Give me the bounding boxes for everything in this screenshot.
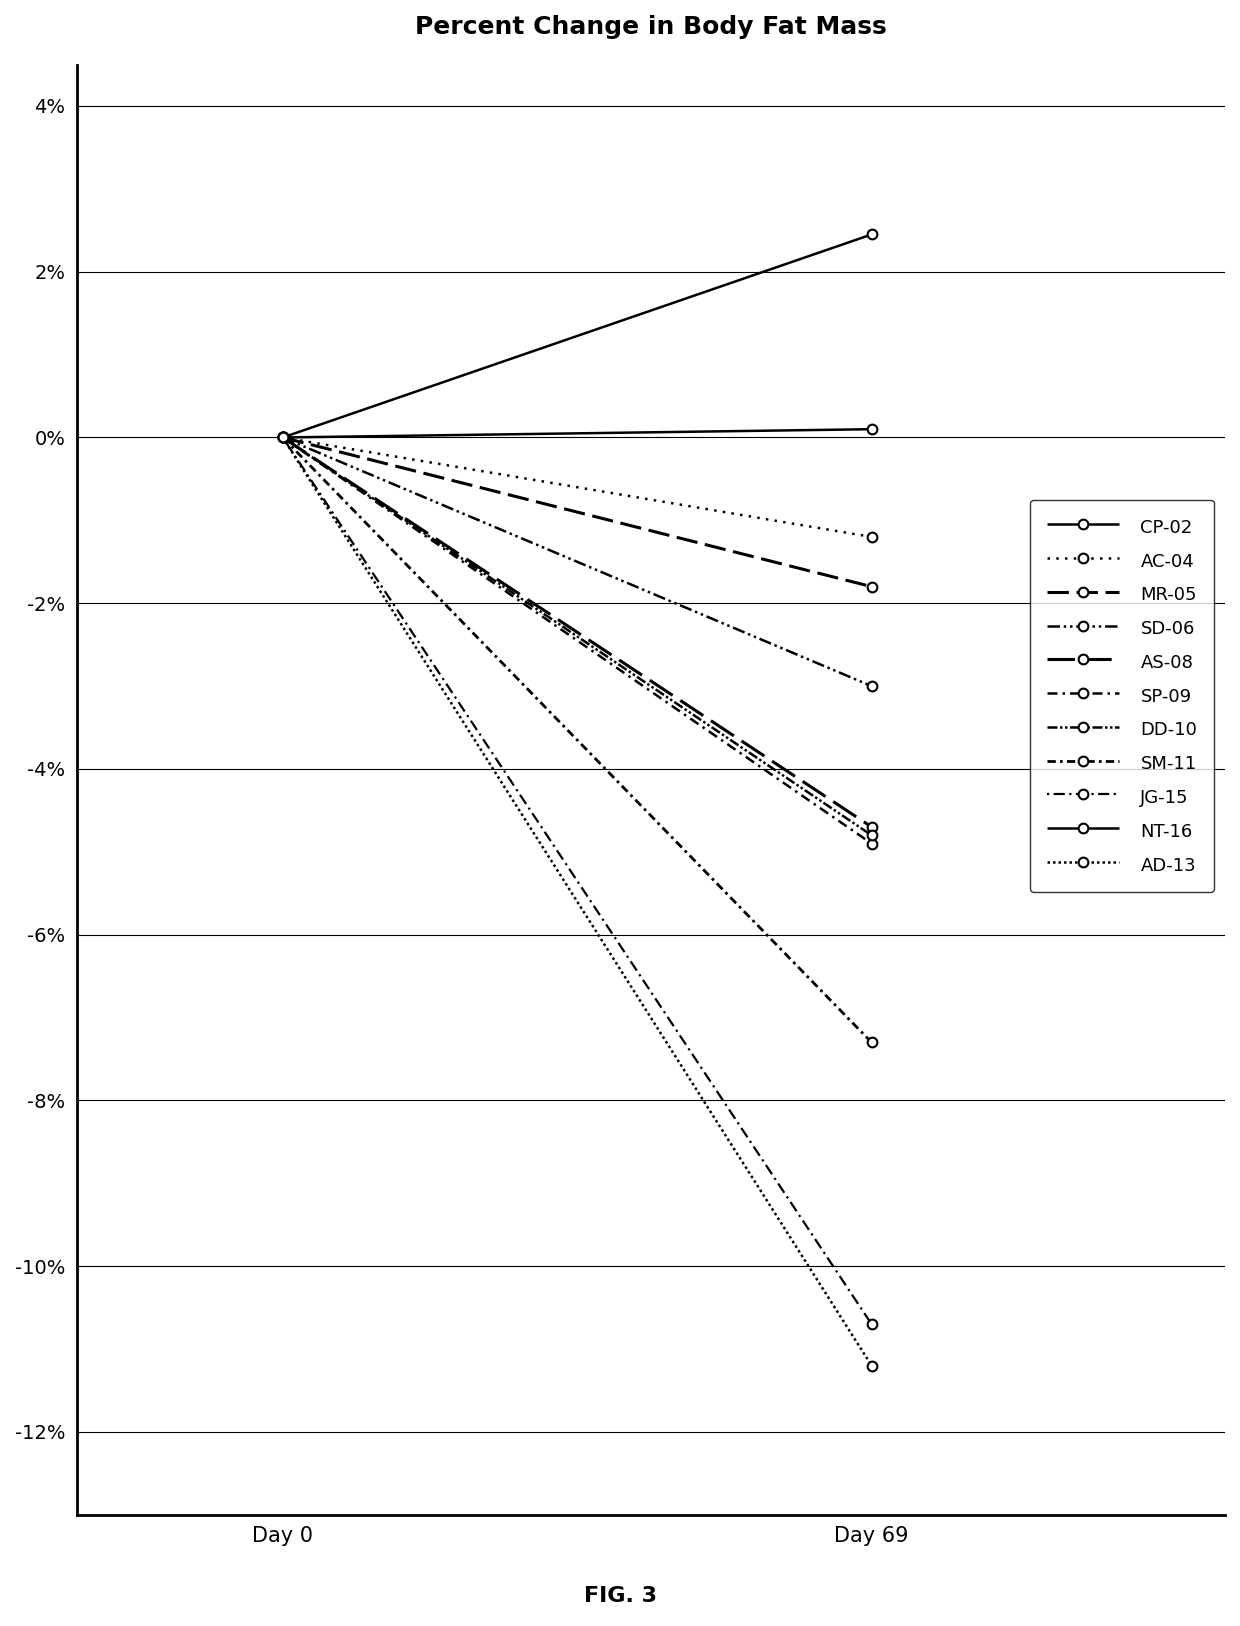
Title: Percent Change in Body Fat Mass: Percent Change in Body Fat Mass [415,15,887,39]
Text: FIG. 3: FIG. 3 [584,1585,656,1605]
Legend: CP-02, AC-04, MR-05, SD-06, AS-08, SP-09, DD-10, SM-11, JG-15, NT-16, AD-13: CP-02, AC-04, MR-05, SD-06, AS-08, SP-09… [1030,499,1214,891]
